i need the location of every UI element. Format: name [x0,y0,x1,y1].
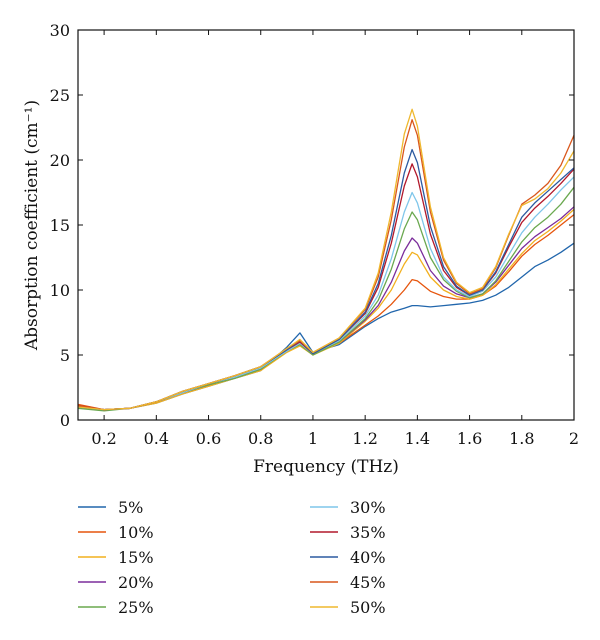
y-tick-label: 5 [60,346,70,365]
series-line-5 [77,186,575,412]
y-axis-title: Absorption coefficient (cm⁻¹) [22,100,42,351]
legend-label: 50% [350,598,386,617]
legend-label: 10% [118,523,154,542]
x-tick-label: 1.6 [457,429,482,448]
series-line-4 [77,206,575,411]
x-tick-label: 0.4 [144,429,169,448]
series-line-1 [77,242,575,411]
legend-label: 20% [118,573,154,592]
y-tick-label: 25 [50,86,70,105]
x-axis-title: Frequency (THz) [253,457,399,477]
series-line-3 [77,208,575,411]
y-tick-label: 0 [60,411,70,430]
series-line-10 [77,108,575,411]
legend-label: 30% [350,498,386,517]
y-tick-label: 10 [50,281,70,300]
legend-label: 45% [350,573,386,592]
y-tick-label: 15 [50,216,70,235]
y-tick-label: 20 [50,151,70,170]
x-tick-label: 0.6 [196,429,221,448]
series-line-2 [77,214,575,411]
x-tick-label: 1 [308,429,318,448]
legend-label: 15% [118,548,154,567]
y-tick-label: 30 [50,21,70,40]
series-layer [77,108,575,412]
legend-label: 25% [118,598,154,617]
x-tick-label: 1.4 [405,429,430,448]
plot-frame [77,29,575,421]
x-tick-label: 2 [569,429,579,448]
legend-label: 35% [350,523,386,542]
x-tick-label: 1.8 [509,429,534,448]
legend-label: 40% [350,548,386,567]
x-tick-label: 0.2 [91,429,116,448]
series-line-7 [77,163,575,411]
legend-label: 5% [118,498,143,517]
x-tick-label: 0.8 [248,429,273,448]
legend: 5% 10% 15% 20% 25% 30% 35% 40% 45% 50% [78,498,386,617]
x-tick-label: 1.2 [352,429,377,448]
